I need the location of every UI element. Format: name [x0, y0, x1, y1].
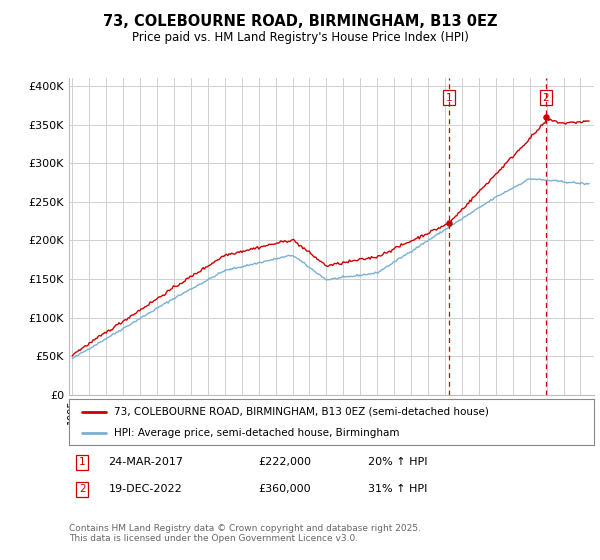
Text: 20% ↑ HPI: 20% ↑ HPI [368, 457, 428, 467]
Point [541, 113, 551, 122]
Text: 24-MAR-2017: 24-MAR-2017 [109, 457, 184, 467]
Text: £222,000: £222,000 [258, 457, 311, 467]
Point [444, 219, 454, 228]
Text: 19-DEC-2022: 19-DEC-2022 [109, 484, 182, 494]
Text: Contains HM Land Registry data © Crown copyright and database right 2025.
This d: Contains HM Land Registry data © Crown c… [69, 524, 421, 543]
Text: 31% ↑ HPI: 31% ↑ HPI [368, 484, 428, 494]
Text: HPI: Average price, semi-detached house, Birmingham: HPI: Average price, semi-detached house,… [113, 428, 399, 438]
Text: 1: 1 [445, 93, 452, 102]
Text: 2: 2 [542, 93, 549, 102]
Text: £360,000: £360,000 [258, 484, 311, 494]
Text: 1: 1 [79, 457, 85, 467]
Text: 73, COLEBOURNE ROAD, BIRMINGHAM, B13 0EZ: 73, COLEBOURNE ROAD, BIRMINGHAM, B13 0EZ [103, 14, 497, 29]
Text: 2: 2 [79, 484, 85, 494]
Text: 73, COLEBOURNE ROAD, BIRMINGHAM, B13 0EZ (semi-detached house): 73, COLEBOURNE ROAD, BIRMINGHAM, B13 0EZ… [113, 407, 488, 417]
Text: Price paid vs. HM Land Registry's House Price Index (HPI): Price paid vs. HM Land Registry's House … [131, 31, 469, 44]
